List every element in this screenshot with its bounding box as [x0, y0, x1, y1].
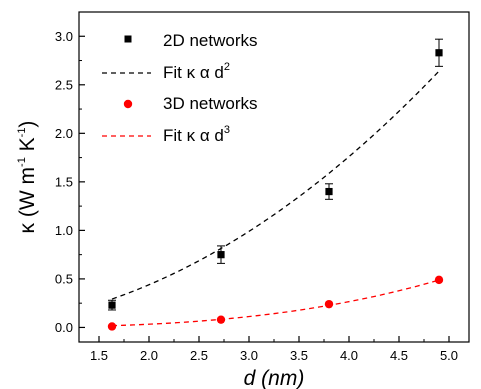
y-axis-title-post: )	[16, 121, 39, 128]
data-points	[107, 38, 444, 331]
y-tick-label: 0.5	[55, 271, 73, 286]
legend-marker-2d	[124, 35, 132, 43]
legend-label-fit-3d-base: Fit κ α d	[163, 126, 224, 145]
plot-frame	[78, 11, 470, 343]
x-axis-title: d (nm)	[244, 367, 305, 389]
x-tick-label: 1.5	[90, 348, 108, 363]
x-axis-ticks: 1.5 2.0 2.5 3.0 3.5 4.0 4.5 5.0	[90, 336, 458, 363]
x-tick-label: 3.0	[240, 348, 258, 363]
data-point-2d	[435, 49, 443, 57]
y-tick-label: 3.0	[55, 29, 73, 44]
legend-label-fit-2d: Fit κ α d2	[163, 61, 230, 82]
y-tick-label: 1.0	[55, 223, 73, 238]
y-axis-title: κ (W m-1 K-1)	[16, 121, 39, 234]
y-tick-label: 2.5	[55, 77, 73, 92]
x-tick-label: 2.5	[190, 348, 208, 363]
y-tick-label: 1.5	[55, 174, 73, 189]
data-point-3d	[216, 315, 226, 324]
y-axis-title-exp2: -1	[16, 128, 28, 138]
data-point-2d	[217, 251, 225, 259]
y-axis-title-pre: κ (W m	[16, 167, 39, 233]
legend-label-3d: 3D networks	[163, 94, 257, 113]
y-axis-title-exp1: -1	[16, 157, 28, 167]
y-axis-ticks: 0.0 0.5 1.0 1.5 2.0 2.5 3.0	[55, 11, 85, 335]
x-tick-label: 4.0	[340, 348, 358, 363]
legend-label-fit-3d: Fit κ α d3	[163, 124, 230, 145]
legend-label-fit-2d-base: Fit κ α d	[163, 63, 224, 82]
data-point-3d	[434, 275, 444, 285]
fit-curves	[111, 70, 440, 327]
fit-curve-2d	[111, 70, 440, 300]
y-tick-label: 0.0	[55, 320, 73, 335]
x-tick-label: 3.5	[290, 348, 308, 363]
data-point-3d	[324, 299, 334, 309]
data-point-2d	[325, 187, 333, 196]
legend-marker-3d	[123, 99, 133, 109]
x-tick-label: 5.0	[440, 348, 458, 363]
fit-curve-3d	[111, 279, 440, 327]
data-point-3d	[107, 322, 117, 331]
legend-label-2d: 2D networks	[163, 31, 257, 50]
legend-label-fit-2d-exponent: 2	[224, 61, 230, 73]
legend: 2D networks Fit κ α d2 3D networks Fit κ…	[102, 31, 257, 145]
x-tick-label: 2.0	[140, 348, 158, 363]
x-tick-label: 4.5	[390, 348, 408, 363]
y-axis-title-mid: K	[16, 137, 39, 157]
y-tick-label: 2.0	[55, 126, 73, 141]
legend-label-fit-3d-exponent: 3	[224, 124, 230, 136]
data-point-2d	[108, 301, 116, 309]
